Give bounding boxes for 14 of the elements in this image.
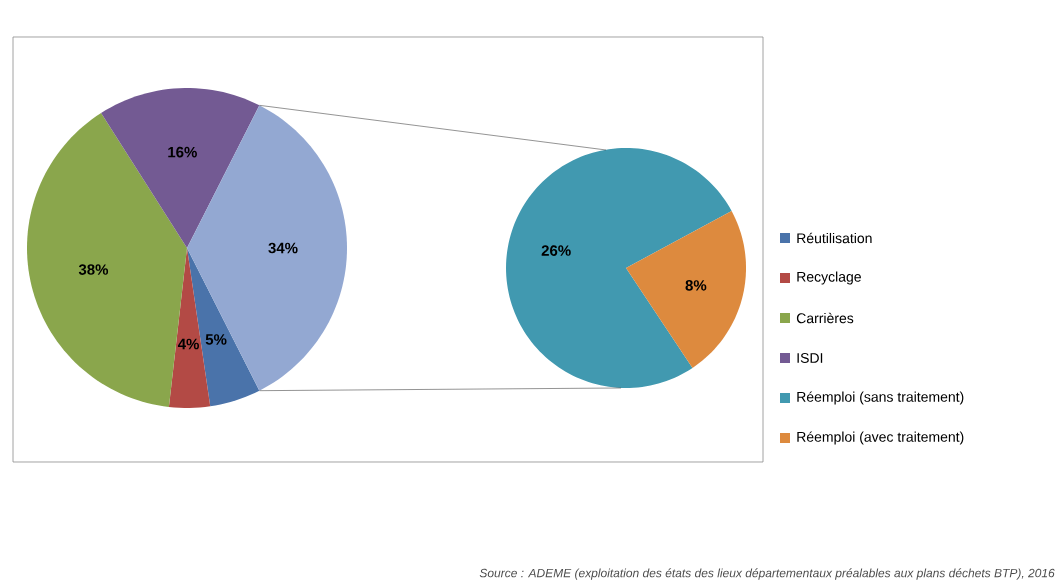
legend-label: Réemploi (avec traitement) [797,431,964,445]
legend-label: Recyclage [797,271,861,285]
legend-label: ISDI [797,353,823,363]
data-label: 5% [205,334,227,345]
data-label: 8% [685,280,707,291]
data-label: 26% [541,245,571,256]
source-note: Source : ADEME (exploitation des états des lieux départementaux préalables aux plans déchets BTP), 2016 [479,568,1055,580]
legend-label: Réemploi (sans traitement) [797,391,964,405]
data-label: 38% [78,264,109,275]
data-label: 16% [168,146,197,158]
legend-label: Carrières [796,312,854,324]
data-label: 4% [177,338,199,350]
data-label: 34% [268,242,298,254]
legend-label: Réutilisation [797,232,872,244]
